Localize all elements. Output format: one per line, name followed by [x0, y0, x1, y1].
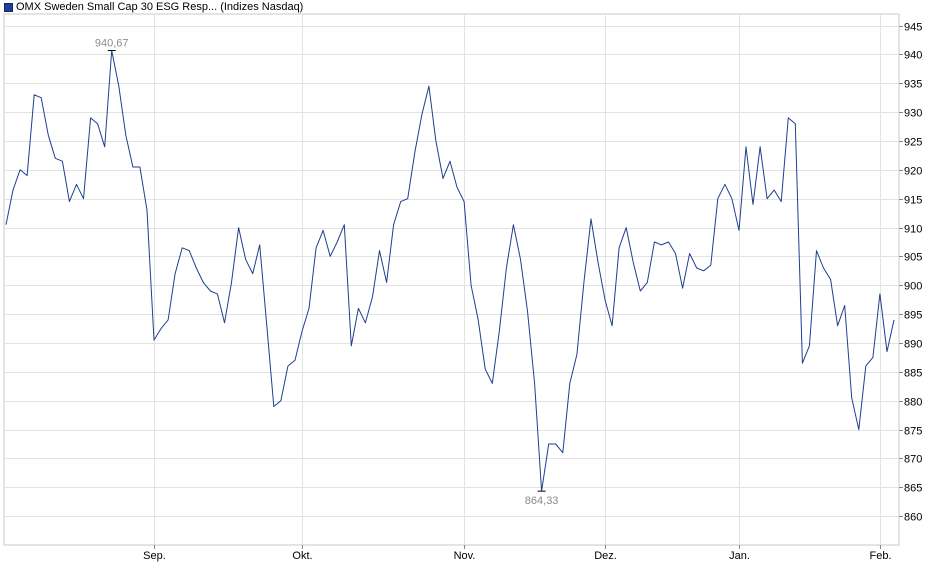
y-tick-label: 895: [904, 310, 922, 322]
y-tick-label: 915: [904, 195, 922, 207]
y-tick-label: 865: [904, 483, 922, 495]
y-tick-label: 885: [904, 368, 922, 380]
y-tick-label: 875: [904, 426, 922, 438]
y-tick-label: 930: [904, 108, 922, 120]
annotation-layer: 940,67 864,33: [95, 38, 559, 508]
series-line: [5, 50, 895, 492]
x-tick-label: Jan.: [729, 550, 750, 562]
plot-area: [3, 13, 900, 546]
y-tick-label: 945: [904, 22, 922, 34]
y-tick-label: 880: [904, 397, 922, 409]
y-tick-label: 925: [904, 137, 922, 149]
chart-legend: OMX Sweden Small Cap 30 ESG Resp... (Ind…: [4, 0, 303, 14]
y-tick-label: 905: [904, 252, 922, 264]
legend-swatch: [4, 2, 13, 12]
x-tick-label: Dez.: [594, 550, 617, 562]
y-tick-label: 940: [904, 50, 922, 62]
y-tick-label: 910: [904, 224, 922, 236]
x-gridlines: [154, 14, 881, 545]
extreme-label: 940,67: [95, 38, 129, 50]
x-tick-label: Feb.: [869, 550, 891, 562]
y-tick-label: 900: [904, 281, 922, 293]
y-axis: 860 865 870 875 880 885 890 895 900 905 910 915 920 9…: [899, 22, 922, 524]
x-axis: Sep. Okt. Nov. Dez. Jan. Feb.: [143, 545, 892, 562]
y-tick-label: 870: [904, 454, 922, 466]
x-tick-label: Okt.: [292, 550, 312, 562]
x-tick-label: Nov.: [454, 550, 476, 562]
y-gridlines: [4, 26, 899, 517]
y-tick-label: 920: [904, 166, 922, 178]
y-tick-label: 890: [904, 339, 922, 351]
x-tick-label: Sep.: [143, 550, 166, 562]
series-layer: [5, 50, 895, 492]
y-tick-label: 935: [904, 79, 922, 91]
y-tick-label: 860: [904, 512, 922, 524]
extreme-label: 864,33: [525, 495, 559, 507]
legend-label: OMX Sweden Small Cap 30 ESG Resp... (Ind…: [16, 1, 304, 13]
